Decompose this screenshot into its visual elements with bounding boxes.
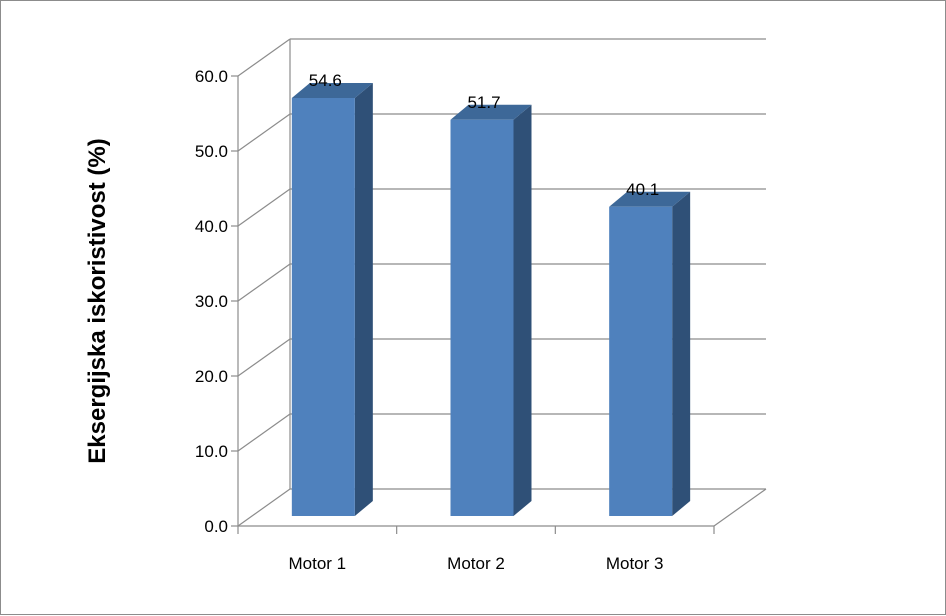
- bar-top: [609, 191, 691, 207]
- label-layer: 0.0 10.0 20.0 30.0 40.0 50.0 60.0 Motor 1 Motor …: [195, 67, 664, 573]
- gridline-diagonal: [237, 263, 291, 302]
- bar-top: [450, 104, 532, 120]
- bar: [450, 119, 514, 516]
- y-tick-label: 20.0: [195, 367, 228, 386]
- bar-top: [291, 83, 373, 98]
- y-tick-label: 60.0: [195, 67, 228, 86]
- y-tick-label: 30.0: [195, 292, 228, 311]
- y-tick-label: 10.0: [195, 442, 228, 461]
- axis-layer: [231, 75, 715, 534]
- y-tick-label: 0.0: [204, 517, 228, 536]
- gridline-diagonal: [237, 413, 291, 452]
- bar: [291, 98, 355, 516]
- x-tick-label: Motor 3: [606, 554, 664, 573]
- data-label: 51.7: [467, 93, 500, 112]
- bar-side: [672, 191, 691, 516]
- gridline-diagonal: [237, 38, 291, 77]
- bar-side: [354, 83, 373, 516]
- x-tick-label: Motor 2: [447, 554, 505, 573]
- bar: [609, 206, 673, 516]
- gridline-diagonal: [237, 188, 291, 227]
- y-tick-label: 50.0: [195, 142, 228, 161]
- y-tick-label: 40.0: [195, 217, 228, 236]
- gridline-diagonal: [237, 488, 291, 527]
- floor-right-edge: [713, 488, 767, 527]
- bar-side: [513, 104, 532, 516]
- data-label: 40.1: [626, 180, 659, 199]
- y-axis-label: Eksergijska iskoristivost (%): [84, 138, 111, 463]
- gridline-diagonal: [237, 113, 291, 152]
- data-label: 54.6: [309, 71, 342, 90]
- x-tick-label: Motor 1: [289, 554, 347, 573]
- gridline-diagonal: [237, 338, 291, 377]
- bar-layer: [291, 83, 691, 516]
